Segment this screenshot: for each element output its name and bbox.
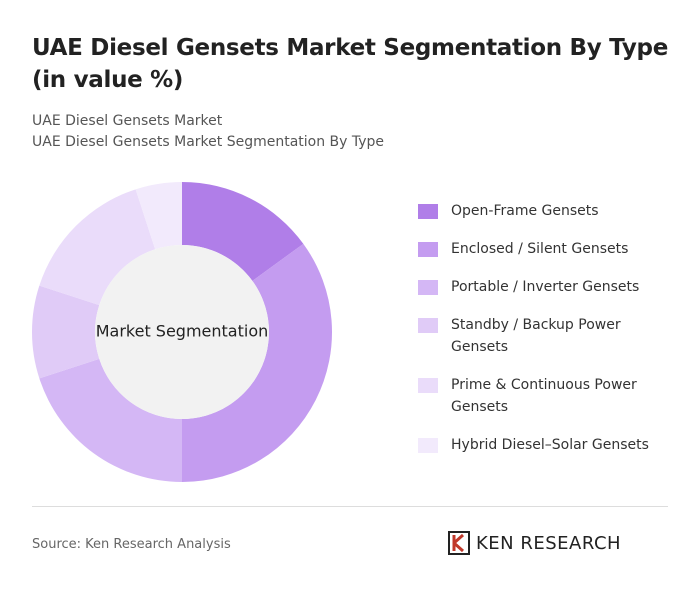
legend-swatch: [418, 318, 438, 333]
legend-swatch: [418, 438, 438, 453]
legend-item: Open-Frame Gensets: [418, 200, 668, 222]
subtitle: UAE Diesel Gensets Market Segmentation B…: [32, 134, 385, 150]
legend-label: Open-Frame Gensets: [451, 203, 599, 219]
legend-swatch: [418, 204, 438, 219]
legend-swatch: [418, 242, 438, 257]
legend-label: Prime & Continuous Power Gensets: [451, 377, 637, 415]
legend-label: Standby / Backup Power Gensets: [451, 317, 621, 355]
donut-segment: [182, 243, 332, 482]
brand: KEN RESEARCH: [476, 532, 622, 554]
legend-swatch: [418, 378, 438, 393]
legend-label: Enclosed / Silent Gensets: [451, 241, 629, 257]
donut-center: [95, 245, 269, 419]
logo: KEN RESEARCH: [448, 531, 621, 555]
legend-item: Enclosed / Silent Gensets: [418, 238, 668, 260]
legend-item: Portable / Inverter Gensets: [418, 276, 668, 298]
legend-item: Hybrid Diesel–Solar Gensets: [418, 434, 668, 456]
source: Source: Ken Research Analysis: [32, 537, 231, 552]
center-label: Market Segmentation: [96, 322, 269, 341]
legend-item: Standby / Backup Power Gensets: [418, 314, 668, 358]
legend-item: Prime & Continuous Power Gensets: [418, 374, 668, 418]
donut-segment: [39, 358, 182, 482]
title: UAE Diesel Gensets Market Segmentation B…: [32, 35, 668, 93]
logo-icon: [448, 531, 470, 555]
donut-segment: [32, 285, 100, 379]
donut-segment: [182, 182, 304, 281]
legend: Open-Frame Gensets Enclosed / Silent Gens…: [418, 200, 668, 472]
donut-segment: [39, 189, 156, 306]
divider: [32, 506, 668, 507]
donut-segment: [135, 182, 182, 250]
donut-chart: Market Segmentation: [32, 182, 332, 482]
legend-swatch: [418, 280, 438, 295]
legend-label: Portable / Inverter Gensets: [451, 279, 640, 295]
legend-label: Hybrid Diesel–Solar Gensets: [451, 437, 649, 453]
subtitle: UAE Diesel Gensets Market: [32, 113, 223, 129]
